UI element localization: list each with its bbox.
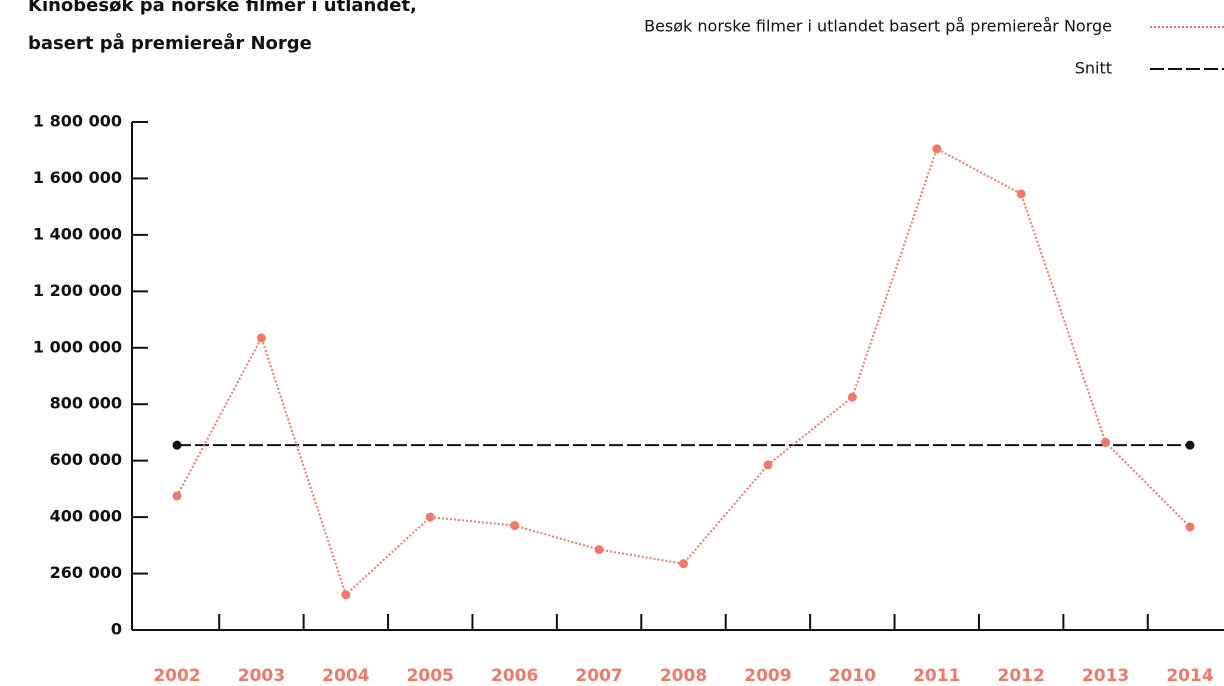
- data-point: [1185, 522, 1195, 532]
- data-point: [341, 590, 351, 600]
- y-tick-label: 1 000 000: [33, 337, 122, 356]
- legend-label: Snitt: [1075, 59, 1112, 78]
- data-point: [679, 559, 688, 569]
- chart-title: basert på premiereår Norge: [28, 32, 312, 54]
- data-point: [510, 521, 520, 531]
- x-tick-label: 2004: [322, 666, 369, 686]
- data-point: [1101, 437, 1111, 447]
- y-tick-label: 0: [111, 620, 122, 639]
- x-tick-label: 2012: [998, 666, 1045, 686]
- data-point: [256, 333, 266, 343]
- chart-title: Kinobesøk på norske filmer i utlandet,: [28, 0, 417, 16]
- y-tick-label: 800 000: [50, 394, 122, 413]
- x-tick-label: 2014: [1166, 666, 1213, 686]
- average-end: [1185, 440, 1195, 450]
- y-tick-label: 1 600 000: [33, 168, 122, 187]
- data-point: [172, 491, 182, 501]
- legend-label: Besøk norske filmer i utlandet basert på…: [644, 17, 1112, 36]
- y-tick-label: 600 000: [50, 450, 122, 469]
- x-tick-label: 2013: [1082, 666, 1129, 686]
- average-end: [172, 440, 182, 450]
- x-tick-label: 2009: [744, 666, 791, 686]
- x-tick-label: 2003: [238, 666, 285, 686]
- x-tick-label: 2005: [407, 666, 454, 686]
- y-tick-label: 260 000: [50, 563, 122, 582]
- x-tick-label: 2007: [575, 666, 622, 686]
- data-point: [594, 545, 604, 555]
- y-tick-label: 1 200 000: [33, 281, 122, 300]
- x-tick-label: 2008: [660, 666, 707, 686]
- x-tick-label: 2002: [153, 666, 200, 686]
- y-tick-label: 1 400 000: [33, 224, 122, 243]
- data-point: [1016, 189, 1026, 199]
- x-tick-label: 2011: [913, 666, 960, 686]
- y-tick-label: 1 800 000: [33, 112, 122, 131]
- x-tick-label: 2006: [491, 666, 538, 686]
- data-point: [847, 392, 857, 402]
- x-tick-label: 2010: [829, 666, 876, 686]
- data-line: [176, 147, 1191, 597]
- data-point: [932, 144, 942, 154]
- data-point: [425, 512, 435, 522]
- data-point: [763, 460, 773, 470]
- y-tick-label: 400 000: [50, 507, 122, 526]
